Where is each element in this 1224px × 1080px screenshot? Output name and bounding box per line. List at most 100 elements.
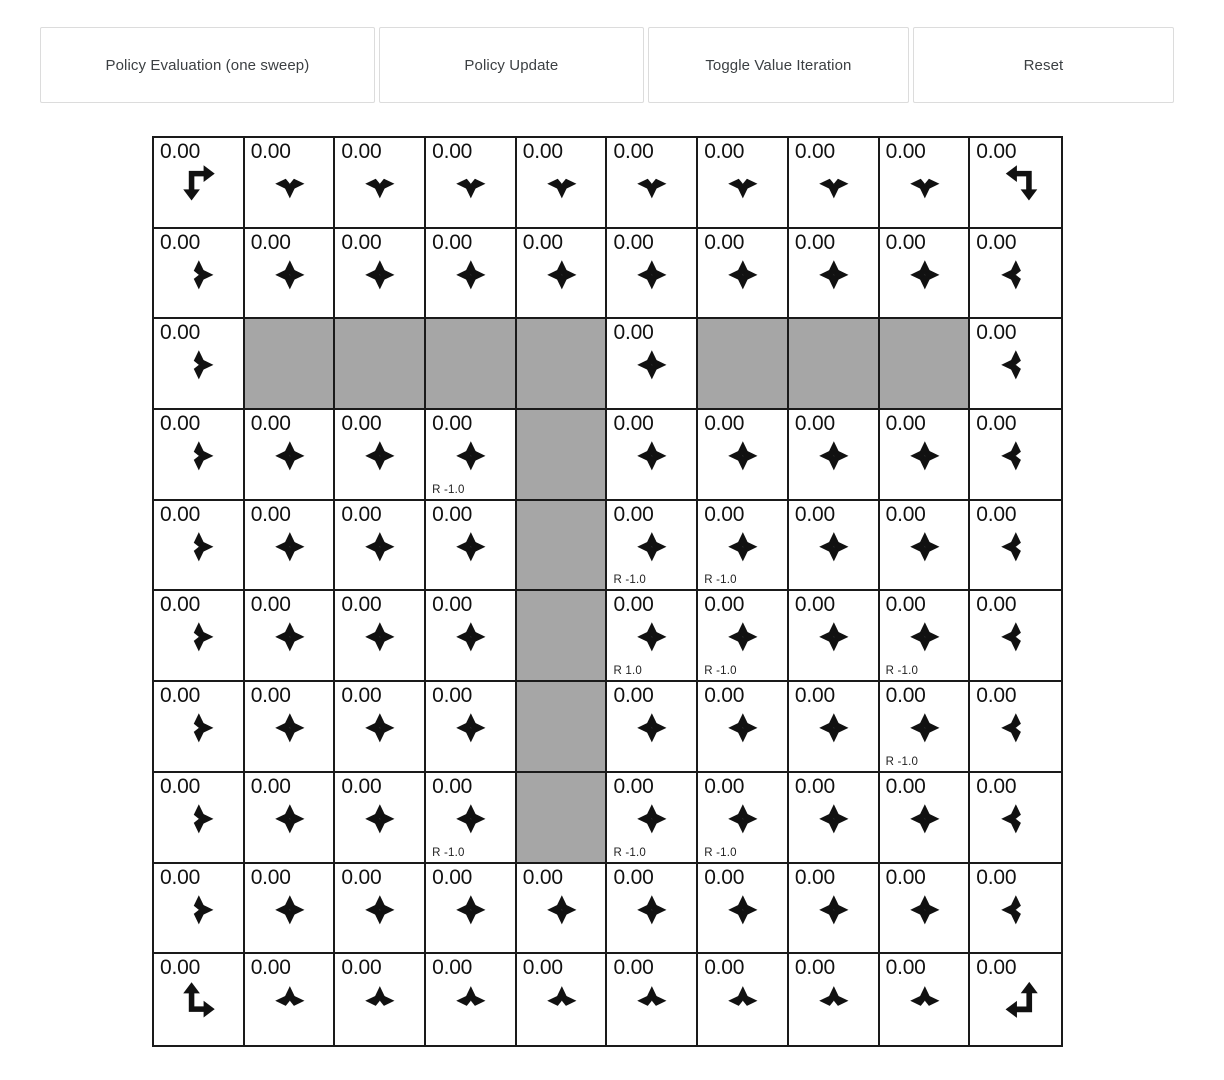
grid-cell-wall[interactable]: [516, 591, 608, 683]
grid-cell[interactable]: 0.00: [154, 228, 245, 320]
policy-update-button[interactable]: Policy Update: [378, 27, 644, 103]
policy-evaluation-button[interactable]: Policy Evaluation (one sweep): [40, 27, 375, 103]
grid-cell-wall[interactable]: [879, 319, 971, 411]
grid-cell[interactable]: 0.00: [154, 772, 245, 864]
grid-cell-wall[interactable]: [244, 319, 336, 411]
grid-cell[interactable]: 0.00: [244, 863, 336, 955]
grid-cell-wall[interactable]: [516, 410, 608, 501]
grid-cell[interactable]: 0.00: [335, 410, 427, 501]
grid-cell[interactable]: 0.00: [788, 772, 880, 864]
grid-cell[interactable]: 0.00: [970, 682, 1061, 773]
grid-cell[interactable]: 0.00: [244, 591, 336, 683]
grid-cell[interactable]: 0.00: [154, 863, 245, 955]
grid-cell[interactable]: 0.00: [154, 319, 245, 411]
grid-cell[interactable]: 0.00: [426, 682, 517, 773]
grid-cell[interactable]: 0.00 R -1.0: [426, 772, 517, 864]
grid-cell[interactable]: 0.00: [516, 863, 608, 955]
grid-cell[interactable]: 0.00: [426, 500, 517, 592]
grid-cell[interactable]: 0.00: [335, 228, 427, 320]
grid-cell[interactable]: 0.00: [607, 228, 699, 320]
grid-cell[interactable]: 0.00: [698, 682, 789, 773]
grid-cell[interactable]: 0.00: [970, 954, 1061, 1045]
grid-cell[interactable]: 0.00: [698, 410, 789, 501]
grid-cell[interactable]: 0.00: [244, 500, 336, 592]
grid-cell[interactable]: 0.00 R -1.0: [698, 772, 789, 864]
grid-cell[interactable]: 0.00: [879, 772, 971, 864]
grid-cell-wall[interactable]: [516, 772, 608, 864]
grid-cell[interactable]: 0.00: [970, 500, 1061, 592]
grid-cell[interactable]: 0.00: [788, 863, 880, 955]
grid-cell[interactable]: 0.00: [607, 319, 699, 411]
grid-cell[interactable]: 0.00: [607, 410, 699, 501]
grid-cell[interactable]: 0.00 R -1.0: [879, 591, 971, 683]
grid-cell[interactable]: 0.00: [788, 228, 880, 320]
grid-cell[interactable]: 0.00: [788, 954, 880, 1045]
grid-cell[interactable]: 0.00: [154, 138, 245, 229]
grid-cell[interactable]: 0.00: [879, 500, 971, 592]
grid-cell[interactable]: 0.00: [970, 772, 1061, 864]
grid-cell[interactable]: 0.00: [970, 138, 1061, 229]
grid-cell[interactable]: 0.00: [879, 863, 971, 955]
grid-cell[interactable]: 0.00: [970, 228, 1061, 320]
grid-cell[interactable]: 0.00: [426, 863, 517, 955]
grid-cell-wall[interactable]: [788, 319, 880, 411]
grid-cell-wall[interactable]: [335, 319, 427, 411]
grid-cell-wall[interactable]: [516, 682, 608, 773]
grid-cell[interactable]: 0.00: [154, 954, 245, 1045]
grid-cell[interactable]: 0.00: [698, 954, 789, 1045]
grid-cell[interactable]: 0.00: [426, 138, 517, 229]
grid-cell[interactable]: 0.00 R -1.0: [698, 500, 789, 592]
grid-cell[interactable]: 0.00: [335, 682, 427, 773]
grid-cell[interactable]: 0.00: [335, 591, 427, 683]
grid-cell-wall[interactable]: [698, 319, 789, 411]
grid-cell[interactable]: 0.00 R 1.0: [607, 591, 699, 683]
grid-cell[interactable]: 0.00: [335, 863, 427, 955]
grid-cell[interactable]: 0.00: [154, 591, 245, 683]
gridworld-grid[interactable]: 0.00 0.00 0.00 0.00 0.00 0.00 0.00 0.00 0.00 0.00…: [152, 136, 1063, 1047]
grid-cell[interactable]: 0.00: [788, 591, 880, 683]
grid-cell[interactable]: 0.00: [335, 772, 427, 864]
grid-cell[interactable]: 0.00: [970, 863, 1061, 955]
grid-cell[interactable]: 0.00: [335, 954, 427, 1045]
grid-cell[interactable]: 0.00 R -1.0: [607, 772, 699, 864]
grid-cell[interactable]: 0.00: [788, 138, 880, 229]
grid-cell[interactable]: 0.00: [244, 410, 336, 501]
grid-cell[interactable]: 0.00: [879, 138, 971, 229]
grid-cell[interactable]: 0.00: [970, 591, 1061, 683]
grid-cell[interactable]: 0.00: [426, 228, 517, 320]
grid-cell-wall[interactable]: [516, 500, 608, 592]
reset-button[interactable]: Reset: [912, 27, 1174, 103]
grid-cell[interactable]: 0.00: [788, 682, 880, 773]
grid-cell[interactable]: 0.00: [244, 228, 336, 320]
grid-cell[interactable]: 0.00: [879, 954, 971, 1045]
grid-cell[interactable]: 0.00: [698, 228, 789, 320]
grid-cell[interactable]: 0.00: [879, 228, 971, 320]
grid-cell[interactable]: 0.00: [244, 682, 336, 773]
grid-cell-wall[interactable]: [516, 319, 608, 411]
grid-cell[interactable]: 0.00: [607, 863, 699, 955]
grid-cell[interactable]: 0.00 R -1.0: [879, 682, 971, 773]
grid-cell[interactable]: 0.00: [154, 500, 245, 592]
grid-cell[interactable]: 0.00: [516, 954, 608, 1045]
grid-cell[interactable]: 0.00: [879, 410, 971, 501]
grid-cell[interactable]: 0.00: [607, 682, 699, 773]
grid-cell[interactable]: 0.00: [426, 591, 517, 683]
grid-cell[interactable]: 0.00: [154, 682, 245, 773]
grid-cell[interactable]: 0.00: [970, 410, 1061, 501]
grid-cell[interactable]: 0.00: [244, 772, 336, 864]
grid-cell[interactable]: 0.00: [335, 138, 427, 229]
grid-cell[interactable]: 0.00: [516, 228, 608, 320]
grid-cell[interactable]: 0.00: [607, 138, 699, 229]
grid-cell[interactable]: 0.00: [607, 954, 699, 1045]
grid-cell[interactable]: 0.00 R -1.0: [698, 591, 789, 683]
grid-cell[interactable]: 0.00: [516, 138, 608, 229]
grid-cell[interactable]: 0.00: [788, 500, 880, 592]
grid-cell[interactable]: 0.00: [698, 863, 789, 955]
grid-cell-wall[interactable]: [426, 319, 517, 411]
grid-cell[interactable]: 0.00: [335, 500, 427, 592]
grid-cell[interactable]: 0.00 R -1.0: [426, 410, 517, 501]
grid-cell[interactable]: 0.00: [154, 410, 245, 501]
grid-cell[interactable]: 0.00: [698, 138, 789, 229]
grid-cell[interactable]: 0.00: [970, 319, 1061, 411]
grid-cell[interactable]: 0.00: [426, 954, 517, 1045]
